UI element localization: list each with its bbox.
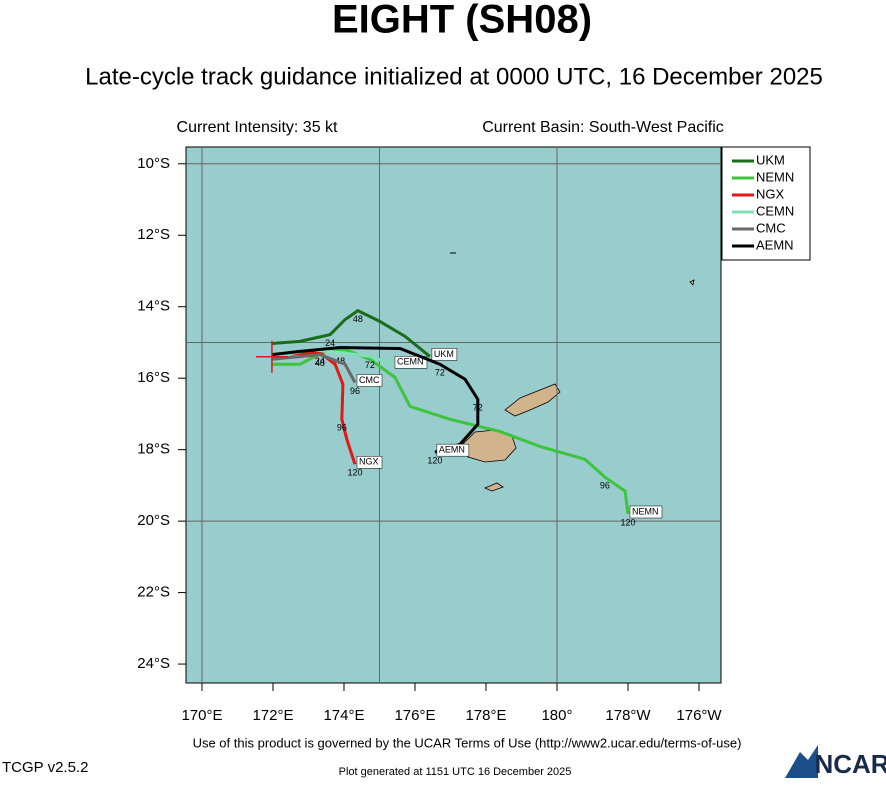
legend-label: NEMN [756,169,794,184]
island [461,429,517,463]
legend-label: NGX [756,186,785,201]
x-tick-label: 172°E [252,707,293,724]
legend-label: UKM [756,152,785,167]
subtitle: Late-cycle track guidance initialized at… [85,63,823,90]
track-end-box [356,374,383,387]
land [450,252,695,492]
point-label: 72 [435,368,445,378]
y-tick-label: 18°S [137,441,170,458]
x-tick-label: 170°E [181,707,222,724]
y-tick-label: 10°S [137,155,170,172]
point-label: 72 [473,403,483,413]
track [271,308,431,358]
x-tick-label: 176°W [676,707,722,724]
point-label: 96 [350,386,360,396]
track [271,353,357,384]
legend-box [721,146,811,261]
track-end-label: CMC [359,375,380,385]
logo-mark [785,745,818,778]
track-end-box [436,443,470,457]
y-tick-label: 14°S [137,298,170,315]
track-end-box [431,348,458,361]
point-label: 24 [315,356,325,366]
island [504,383,561,417]
y-tick-label: 20°S [137,512,170,529]
track [271,350,357,465]
ocean [185,146,722,684]
track [271,345,480,454]
x-tick-label: 176°E [394,707,435,724]
point-label: 120 [427,456,442,466]
track-end-label: AEMN [439,445,465,455]
y-tick-label: 12°S [137,226,170,243]
legend-label: CEMN [756,203,794,218]
logo: NCAR [814,749,886,779]
legend-label: CMC [756,220,786,235]
x-tick-label: 180° [541,707,572,724]
point-label: 72 [365,360,375,370]
track-end-label: CEMN [397,357,424,367]
point-label: 48 [353,314,363,324]
point-label: 120 [347,468,362,478]
y-tick-label: 22°S [137,584,170,601]
track-end-label: NGX [359,457,379,467]
terms: Use of this product is governed by the U… [193,735,742,750]
island [483,482,504,492]
y-tick-label: 16°S [137,369,170,386]
legend-label: AEMN [756,237,794,252]
track-end-label: UKM [434,349,454,359]
point-label: 96 [600,481,610,491]
title: EIGHT (SH08) [332,0,592,42]
x-tick-label: 178°E [465,707,506,724]
generated: Plot generated at 1151 UTC 16 December 2… [339,766,572,778]
point-label: 96 [337,423,347,433]
x-tick-label: 174°E [323,707,364,724]
track-end-box [356,456,383,469]
y-tick-label: 24°S [137,655,170,672]
track-end-box [394,356,428,369]
basin: Current Basin: South-West Pacific [482,119,724,136]
point-label: 48 [315,358,325,368]
track-end-box [629,505,663,519]
x-tick-label: 178°W [605,707,651,724]
island [689,279,695,286]
point-label: 24 [325,338,335,348]
intensity: Current Intensity: 35 kt [177,119,339,136]
version: TCGP v2.5.2 [2,759,88,776]
point-label: 120 [620,517,635,527]
track-end-label: NEMN [632,506,659,516]
